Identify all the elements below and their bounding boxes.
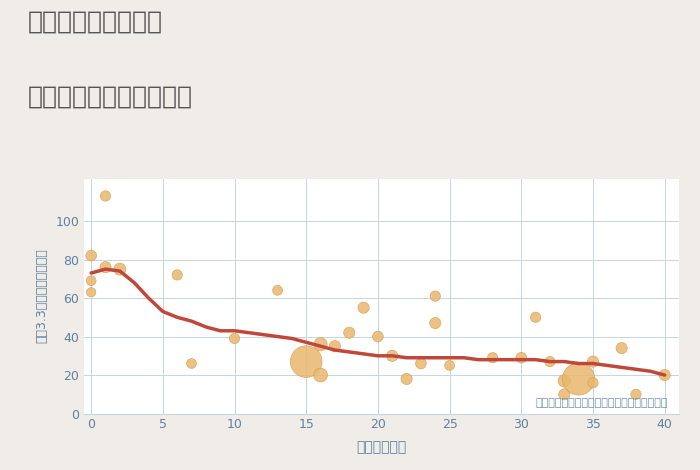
Point (659, 371, 671, 379)
Point (358, 304, 369, 312)
Point (631, 391, 642, 398)
Point (487, 354, 498, 361)
Point (587, 379, 598, 386)
Point (401, 375, 412, 383)
Point (315, 340, 326, 348)
Point (430, 319, 441, 327)
Point (573, 375, 584, 383)
Text: 築年数別中古戸建て価格: 築年数別中古戸建て価格 (28, 85, 193, 109)
Point (85, 277, 97, 284)
Point (85, 289, 97, 296)
Point (530, 313, 541, 321)
Point (415, 360, 426, 367)
Point (516, 354, 527, 361)
Point (372, 333, 384, 340)
Point (545, 358, 556, 365)
Point (272, 287, 284, 294)
Point (300, 358, 312, 365)
Text: 円の大きさは、取引のあった物件面積を示す: 円の大きさは、取引のあった物件面積を示す (535, 398, 668, 408)
Point (559, 377, 570, 384)
Point (329, 343, 340, 350)
Point (559, 391, 570, 398)
Point (100, 192, 111, 200)
Point (444, 362, 455, 369)
Point (229, 335, 240, 342)
X-axis label: 築年数（年）: 築年数（年） (356, 440, 407, 454)
Point (100, 264, 111, 271)
Y-axis label: 坪（3.3㎡）単価（万円）: 坪（3.3㎡）単価（万円） (35, 249, 48, 344)
Point (386, 352, 398, 360)
Point (344, 329, 355, 337)
Text: 三重県津市夢が丘の: 三重県津市夢が丘の (28, 9, 163, 33)
Point (85, 252, 97, 259)
Point (315, 371, 326, 379)
Point (616, 345, 627, 352)
Point (114, 266, 125, 273)
Point (430, 292, 441, 300)
Point (587, 358, 598, 365)
Point (186, 360, 197, 367)
Point (172, 271, 183, 279)
